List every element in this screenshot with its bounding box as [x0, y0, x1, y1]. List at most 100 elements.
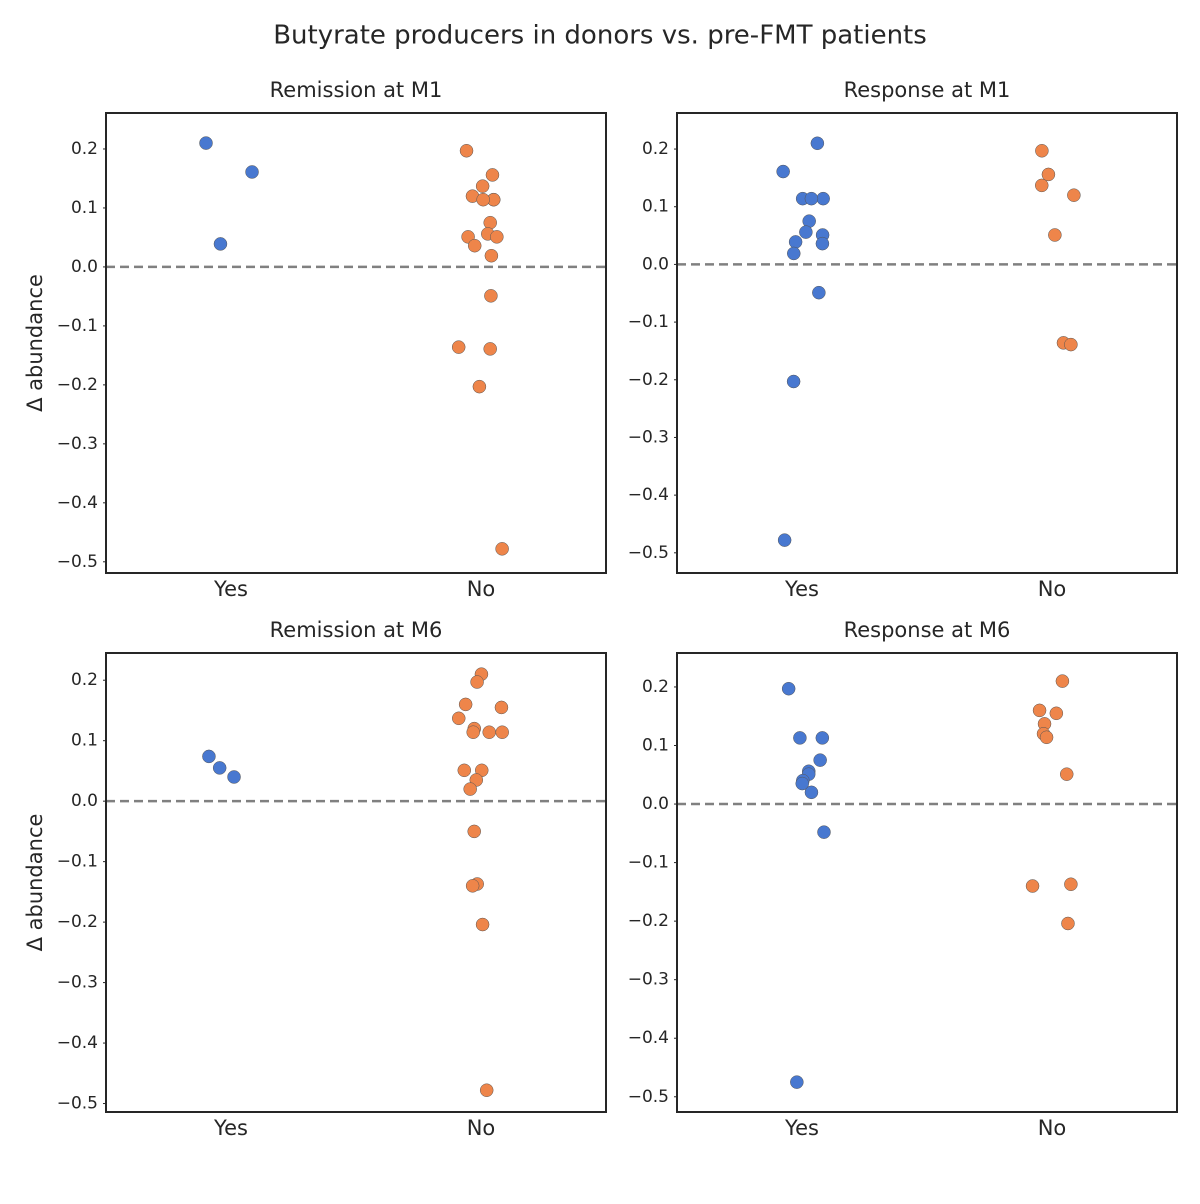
- y-tick-label: −0.1: [628, 312, 669, 332]
- y-tick-label: −0.3: [628, 970, 669, 990]
- y-tick-label: −0.4: [628, 1028, 669, 1048]
- x-tick-label: Yes: [213, 1116, 248, 1140]
- data-point: [495, 542, 509, 556]
- y-tick-label: −0.4: [57, 1033, 98, 1053]
- data-point: [1025, 879, 1040, 893]
- data-point: [495, 725, 509, 739]
- data-point: [458, 697, 473, 712]
- data-point: [467, 238, 482, 253]
- data-point: [1032, 703, 1047, 718]
- data-point: [788, 235, 803, 249]
- data-point: [810, 136, 825, 151]
- y-tick-label: 0.2: [71, 670, 98, 690]
- data-point: [451, 711, 466, 726]
- y-tick-label: 0.1: [642, 197, 669, 217]
- data-point: [245, 165, 259, 179]
- axes-frame: [105, 112, 607, 574]
- data-point: [1035, 144, 1049, 158]
- y-tick-label: −0.4: [57, 493, 98, 513]
- data-point: [1048, 228, 1062, 242]
- y-tick-label: −0.1: [57, 316, 98, 336]
- data-point: [485, 168, 500, 182]
- data-point: [465, 879, 480, 893]
- y-tick-label: −0.2: [628, 370, 669, 390]
- data-point: [793, 731, 807, 745]
- data-point: [483, 215, 497, 230]
- data-point: [476, 192, 490, 207]
- data-point: [804, 191, 819, 206]
- figure-title: Butyrate producers in donors vs. pre-FMT…: [273, 21, 927, 51]
- data-point: [1034, 178, 1049, 193]
- y-tick-label: 0.2: [642, 677, 669, 697]
- x-tick-label: No: [1038, 1116, 1067, 1140]
- y-tick-label: 0.0: [642, 254, 669, 274]
- y-tick-label: 0.1: [71, 198, 98, 218]
- data-point: [466, 725, 480, 739]
- data-point: [470, 675, 484, 689]
- y-tick-label: −0.5: [628, 1087, 669, 1107]
- x-tick-label: Yes: [784, 577, 819, 601]
- data-point: [484, 248, 499, 263]
- data-point: [467, 824, 481, 839]
- data-point: [483, 342, 497, 356]
- y-tick-label: −0.2: [57, 375, 98, 395]
- data-point: [816, 191, 830, 206]
- x-tick-label: Yes: [213, 577, 248, 601]
- data-point: [790, 1075, 804, 1089]
- axes-frame: [676, 112, 1178, 574]
- data-point: [482, 725, 496, 739]
- data-point: [1064, 337, 1078, 352]
- data-point: [451, 340, 466, 354]
- data-point: [484, 289, 498, 303]
- y-tick-label: −0.1: [57, 852, 98, 872]
- data-point: [459, 143, 474, 158]
- y-tick-label: −0.3: [628, 427, 669, 447]
- data-point: [777, 533, 792, 547]
- data-point: [781, 681, 796, 696]
- y-tick-label: 0.0: [71, 791, 98, 811]
- data-point: [776, 164, 790, 179]
- data-point: [815, 236, 830, 251]
- data-point: [786, 374, 801, 389]
- data-point: [457, 763, 472, 778]
- y-tick-label: 0.2: [71, 139, 98, 159]
- y-tick-label: −0.5: [57, 552, 98, 572]
- y-tick-label: −0.3: [57, 973, 98, 993]
- data-point: [1039, 730, 1054, 745]
- y-tick-label: 0.1: [642, 736, 669, 756]
- data-point: [479, 1083, 494, 1097]
- y-tick-label: 0.2: [642, 139, 669, 159]
- y-tick-label: 0.0: [642, 794, 669, 814]
- x-tick-label: Yes: [784, 1116, 819, 1140]
- data-point: [213, 237, 228, 251]
- data-point: [202, 749, 216, 764]
- y-tick-label: 0.0: [71, 257, 98, 277]
- y-tick-label: 0.1: [71, 731, 98, 751]
- data-point: [799, 225, 813, 239]
- data-point: [804, 785, 819, 800]
- subplot-title: Remission at M6: [270, 618, 443, 642]
- data-point: [1059, 767, 1074, 781]
- x-tick-label: No: [467, 1116, 496, 1140]
- data-point: [1055, 674, 1070, 688]
- data-point: [787, 246, 801, 261]
- data-point: [817, 825, 831, 839]
- y-tick-label: −0.2: [628, 911, 669, 931]
- data-point: [1049, 706, 1064, 721]
- data-point: [227, 770, 241, 784]
- x-tick-label: No: [1038, 577, 1067, 601]
- data-point: [1067, 188, 1081, 202]
- y-tick-label: −0.2: [57, 912, 98, 932]
- y-tick-label: −0.3: [57, 434, 98, 454]
- data-point: [813, 753, 827, 767]
- data-point: [812, 285, 826, 300]
- axes-frame: [676, 652, 1178, 1113]
- data-point: [1064, 877, 1078, 892]
- data-point: [1041, 167, 1056, 182]
- y-tick-label: −0.1: [628, 853, 669, 873]
- x-tick-label: No: [467, 577, 496, 601]
- subplot-title: Response at M1: [844, 78, 1011, 102]
- data-point: [815, 731, 830, 745]
- subplot-title: Remission at M1: [270, 78, 443, 102]
- y-axis-label: Δ abundance: [23, 274, 47, 412]
